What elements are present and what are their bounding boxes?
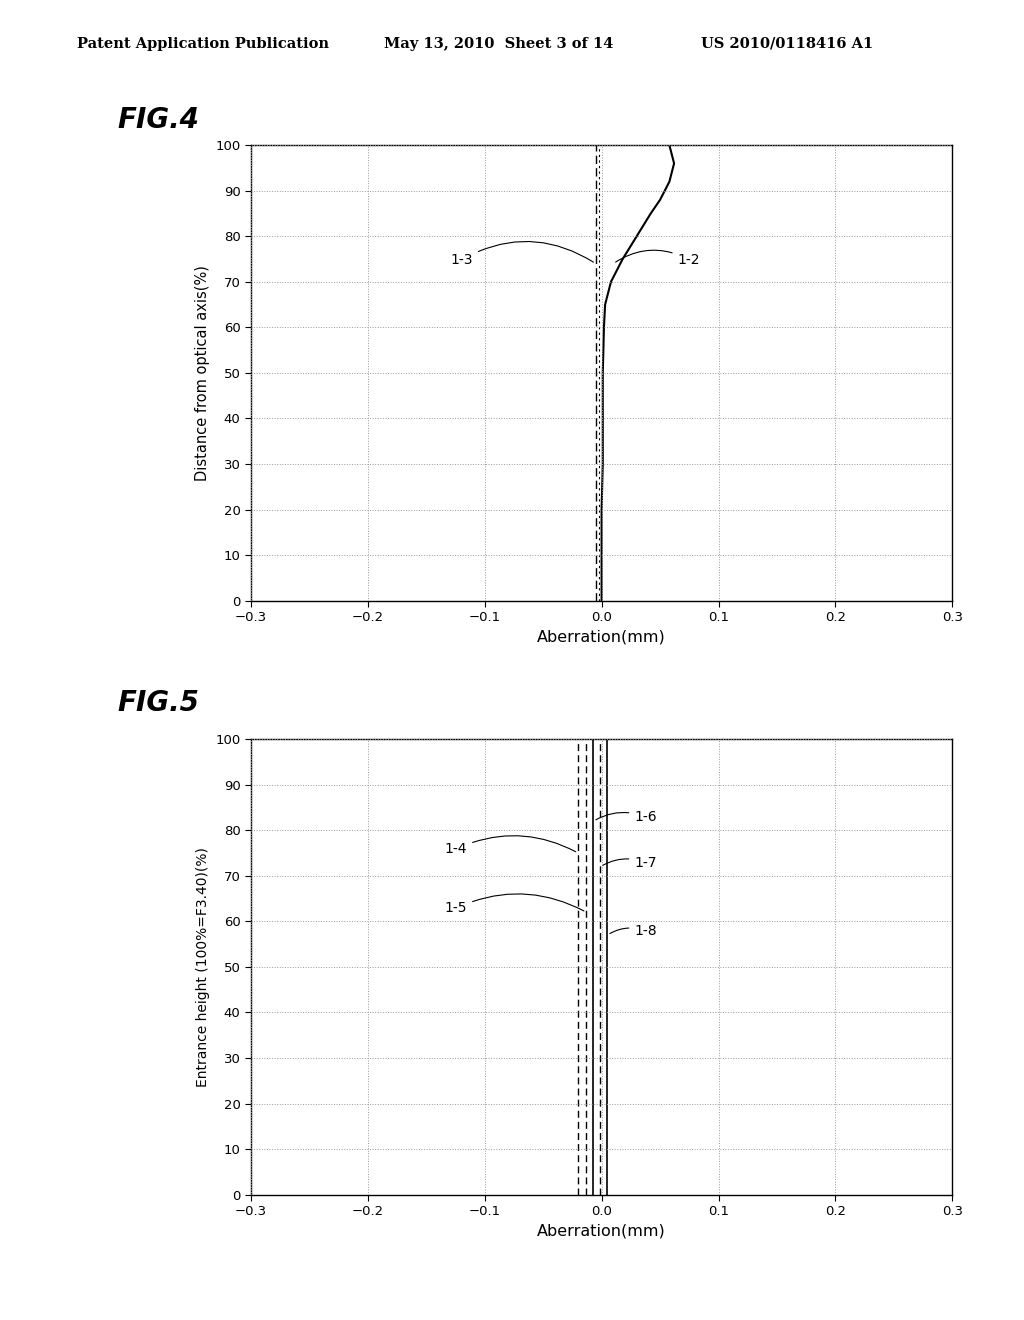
Text: FIG.4: FIG.4 — [118, 106, 200, 133]
Y-axis label: Distance from optical axis(%): Distance from optical axis(%) — [195, 265, 210, 480]
X-axis label: Aberration(mm): Aberration(mm) — [538, 630, 666, 644]
X-axis label: Aberration(mm): Aberration(mm) — [538, 1224, 666, 1238]
Text: 1-6: 1-6 — [596, 810, 657, 824]
Text: May 13, 2010  Sheet 3 of 14: May 13, 2010 Sheet 3 of 14 — [384, 37, 613, 51]
Text: 1-3: 1-3 — [451, 242, 593, 267]
Text: 1-2: 1-2 — [615, 251, 700, 267]
Text: 1-4: 1-4 — [444, 836, 575, 857]
Text: US 2010/0118416 A1: US 2010/0118416 A1 — [701, 37, 873, 51]
Text: FIG.5: FIG.5 — [118, 689, 200, 717]
Text: 1-5: 1-5 — [444, 894, 584, 915]
Text: 1-8: 1-8 — [610, 924, 657, 939]
Text: Patent Application Publication: Patent Application Publication — [77, 37, 329, 51]
Text: 1-7: 1-7 — [603, 855, 656, 870]
Y-axis label: Entrance height (100%=F3.40)(%): Entrance height (100%=F3.40)(%) — [196, 847, 210, 1086]
